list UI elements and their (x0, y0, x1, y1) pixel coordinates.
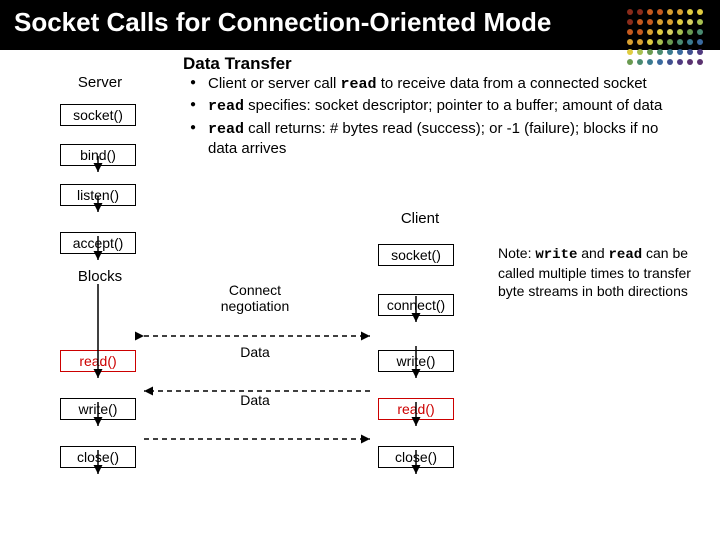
client-close-box: close() (378, 446, 454, 468)
bullet-3-code: read (208, 121, 244, 138)
note-text: Note: write and read can be called multi… (498, 244, 698, 301)
connect-negotiation-text: Connect negotiation (221, 282, 290, 314)
server-close-box: close() (60, 446, 136, 468)
bullet-list: Client or server call read to receive da… (190, 74, 686, 161)
bullet-1: Client or server call read to receive da… (190, 74, 686, 95)
server-read-box: read() (60, 350, 136, 372)
client-connect-box: connect() (378, 294, 454, 316)
note-t1: Note: (498, 245, 535, 261)
server-label: Server (72, 74, 128, 91)
bullet-1-code: read (341, 76, 377, 93)
bullet-3: read call returns: # bytes read (success… (190, 119, 686, 159)
server-write-box: write() (60, 398, 136, 420)
note-t2: and (577, 245, 608, 261)
bullet-1-text-a: Client or server call (208, 75, 341, 92)
data-label-2: Data (230, 392, 280, 408)
note-c1: write (535, 247, 577, 263)
note-c2: read (609, 247, 643, 263)
bullet-2: read specifies: socket descriptor; point… (190, 96, 686, 117)
connect-negotiation-label: Connect negotiation (195, 282, 315, 314)
slide-body: Data Transfer Client or server call read… (0, 50, 720, 510)
slide-title: Socket Calls for Connection-Oriented Mod… (14, 8, 574, 38)
bullet-2-code: read (208, 98, 244, 115)
server-listen-box: listen() (60, 184, 136, 206)
bullet-1-text-b: to receive data from a connected socket (377, 75, 647, 92)
client-read-box: read() (378, 398, 454, 420)
blocks-label: Blocks (72, 268, 128, 285)
section-title: Data Transfer (183, 54, 292, 74)
client-label: Client (392, 210, 448, 227)
data-label-1: Data (230, 344, 280, 360)
client-write-box: write() (378, 350, 454, 372)
server-bind-box: bind() (60, 144, 136, 166)
client-socket-box: socket() (378, 244, 454, 266)
bullet-3-text: call returns: # bytes read (success); or… (208, 120, 658, 158)
slide-header: Socket Calls for Connection-Oriented Mod… (0, 0, 720, 50)
bullet-2-text: specifies: socket descriptor; pointer to… (244, 97, 662, 114)
server-accept-box: accept() (60, 232, 136, 254)
server-socket-box: socket() (60, 104, 136, 126)
